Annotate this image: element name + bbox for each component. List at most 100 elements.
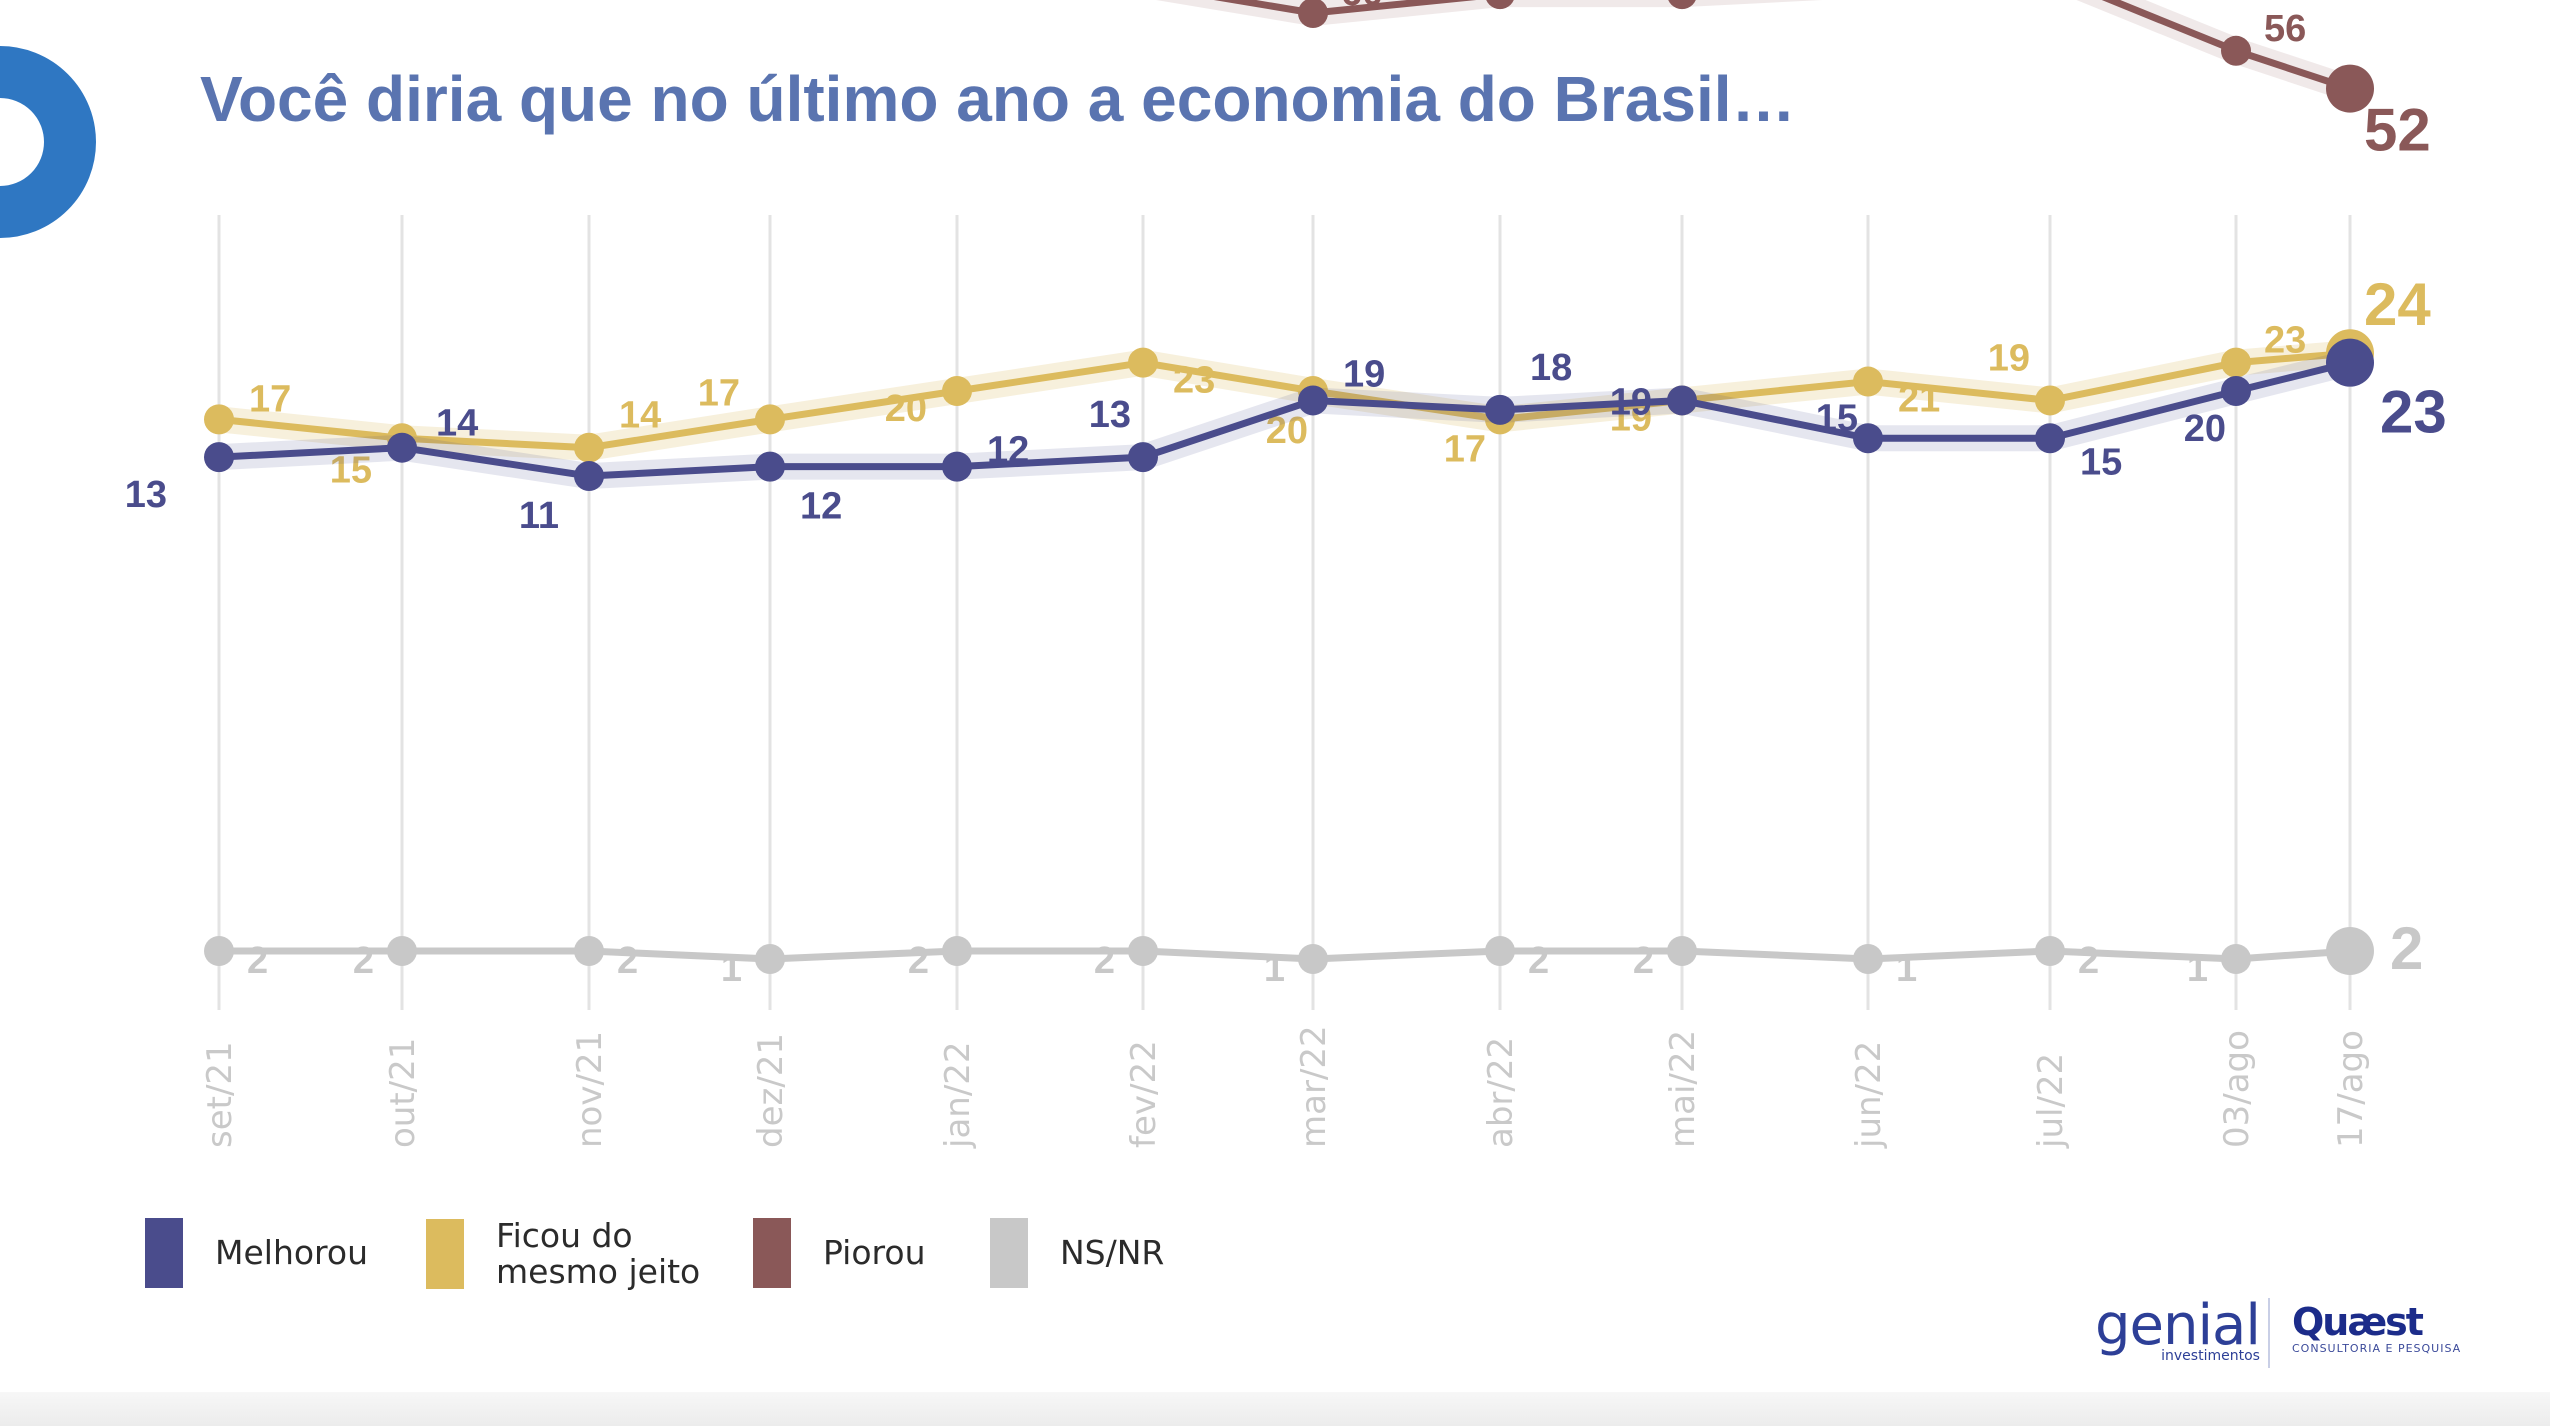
data-point (942, 376, 972, 406)
data-point (2326, 338, 2374, 387)
data-label: 23 (2380, 379, 2447, 446)
data-label: 19 (1610, 381, 1652, 423)
data-label: 56 (2264, 8, 2306, 50)
data-label: 2 (2078, 940, 2099, 982)
data-label: 2 (247, 940, 268, 982)
legend-swatch-melhorou (145, 1218, 183, 1288)
legend-label-piorou: Piorou (823, 1233, 926, 1272)
data-point (1668, 0, 1696, 10)
data-label: 12 (800, 486, 842, 528)
data-point (2035, 385, 2065, 416)
data-point (1128, 347, 1158, 378)
data-point (1853, 366, 1883, 397)
data-label: 24 (2364, 271, 2431, 338)
x-tick-label: out/21 (383, 1038, 423, 1148)
x-tick-label: mai/22 (1663, 1030, 1703, 1148)
data-label: 17 (698, 372, 740, 414)
x-tick-label: 17/ago (2331, 1030, 2371, 1148)
data-label: 23 (1173, 360, 1215, 402)
data-label: 1 (1896, 948, 1917, 990)
data-point (1486, 0, 1514, 10)
data-point (2326, 927, 2374, 975)
legend-nsnr: NS/NR (990, 1218, 1164, 1288)
legend-label-ficou: Ficou do mesmo jeito (496, 1216, 701, 1291)
data-label: 14 (436, 403, 478, 445)
x-tick-label: jan/22 (938, 1041, 978, 1149)
data-label: 2 (2390, 915, 2423, 982)
quaest-logo-sub: CONSULTORIA E PESQUISA (2292, 1342, 2462, 1355)
data-point (574, 936, 604, 966)
x-tick-label: mar/22 (1294, 1025, 1334, 1148)
data-point (204, 936, 234, 966)
legend-label-nsnr: NS/NR (1060, 1233, 1165, 1272)
genial-logo: genial investimentos (2095, 1293, 2261, 1365)
data-label: 52 (2364, 97, 2431, 164)
data-point (2326, 64, 2374, 113)
data-point (1298, 385, 1328, 416)
data-label: 13 (1089, 394, 1131, 436)
data-point (1298, 944, 1328, 974)
data-point (574, 461, 604, 492)
x-tick-label: fev/22 (1124, 1040, 1164, 1148)
data-point (204, 442, 234, 473)
data-point (755, 944, 785, 974)
series-glow (1156, 0, 2355, 101)
legend-swatch-ficou (426, 1219, 464, 1289)
data-label: 20 (2184, 408, 2226, 450)
legend-swatch-nsnr (990, 1218, 1028, 1288)
data-label: 23 (2264, 320, 2306, 362)
data-label: 17 (1444, 428, 1486, 470)
data-point (2221, 376, 2251, 406)
x-tick-label: set/21 (200, 1041, 240, 1148)
data-label: 15 (2080, 441, 2122, 483)
data-point (942, 451, 972, 482)
data-point (1853, 423, 1883, 454)
genial-logo-sub: investimentos (2161, 1348, 2260, 1364)
data-label: 17 (249, 378, 291, 420)
data-point (1667, 385, 1697, 416)
data-point (942, 936, 972, 966)
x-axis-labels: set/21 out/21 nov/21 dez/21 jan/22 fev/22 mar/… (200, 1025, 2371, 1149)
legend-piorou: Piorou (753, 1218, 925, 1288)
genial-logo-text: genial (2095, 1293, 2261, 1358)
data-label: 21 (1898, 379, 1940, 421)
data-point (1667, 936, 1697, 966)
data-label: 15 (330, 449, 372, 491)
legend-label-melhorou: Melhorou (215, 1233, 368, 1272)
grid-lines (217, 215, 2352, 1010)
quaest-logo: Quæst CONSULTORIA E PESQUISA (2292, 1302, 2461, 1355)
data-label: 11 (519, 495, 559, 537)
x-tick-label: nov/21 (570, 1031, 610, 1148)
data-label: 1 (721, 948, 742, 990)
data-point (204, 404, 234, 435)
data-label: 2 (1094, 940, 1115, 982)
data-point (755, 404, 785, 435)
data-label: 18 (1530, 347, 1572, 389)
x-tick-label: 03/ago (2217, 1030, 2257, 1148)
data-point (2221, 35, 2251, 66)
data-point (387, 936, 417, 966)
x-tick-label: dez/21 (751, 1033, 791, 1148)
data-point (1128, 936, 1158, 966)
logo-divider (2268, 1298, 2270, 1368)
data-label: 13 (125, 474, 167, 516)
data-label: 15 (1816, 397, 1858, 439)
data-label: 20 (885, 388, 927, 430)
data-label: 2 (908, 940, 929, 982)
data-point (1485, 394, 1515, 425)
legend-melhorou: Melhorou (145, 1218, 368, 1288)
data-label: 19 (1343, 353, 1385, 395)
data-label: 14 (619, 395, 661, 437)
data-label: 2 (353, 940, 374, 982)
data-label: 1 (1264, 948, 1285, 990)
data-label: 60 (1341, 0, 1383, 14)
data-point (755, 451, 785, 482)
chart-title: Você diria que no último ano a economia … (200, 63, 1796, 135)
data-label: 1 (2187, 948, 2208, 990)
data-point (2035, 936, 2065, 966)
data-label: 2 (1528, 940, 1549, 982)
x-tick-label: jul/22 (2031, 1053, 2071, 1149)
data-label: 2 (1633, 940, 1654, 982)
x-tick-label: abr/22 (1481, 1037, 1521, 1148)
